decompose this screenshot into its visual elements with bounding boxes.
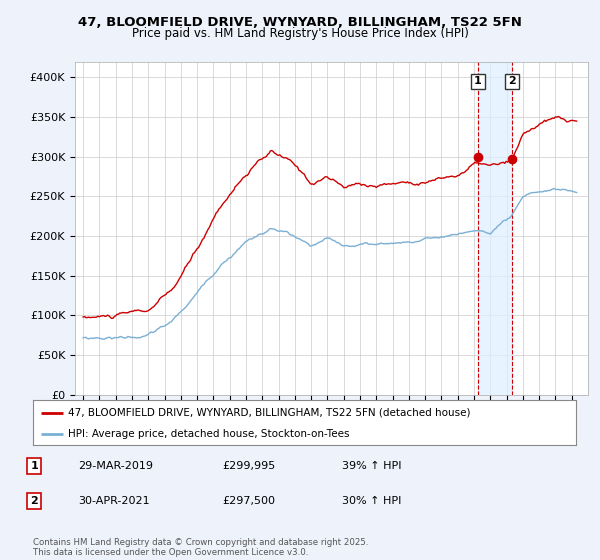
Text: 1: 1 xyxy=(474,76,482,86)
Text: £299,995: £299,995 xyxy=(222,461,275,471)
Text: 2: 2 xyxy=(508,76,516,86)
Text: Price paid vs. HM Land Registry's House Price Index (HPI): Price paid vs. HM Land Registry's House … xyxy=(131,27,469,40)
Text: 2: 2 xyxy=(31,496,38,506)
Bar xyxy=(478,62,512,395)
Text: 30% ↑ HPI: 30% ↑ HPI xyxy=(342,496,401,506)
Text: Contains HM Land Registry data © Crown copyright and database right 2025.
This d: Contains HM Land Registry data © Crown c… xyxy=(33,538,368,557)
Text: £297,500: £297,500 xyxy=(222,496,275,506)
Text: 39% ↑ HPI: 39% ↑ HPI xyxy=(342,461,401,471)
Text: 30-APR-2021: 30-APR-2021 xyxy=(78,496,149,506)
Text: 29-MAR-2019: 29-MAR-2019 xyxy=(78,461,153,471)
Text: HPI: Average price, detached house, Stockton-on-Tees: HPI: Average price, detached house, Stoc… xyxy=(68,429,350,439)
Text: 47, BLOOMFIELD DRIVE, WYNYARD, BILLINGHAM, TS22 5FN (detached house): 47, BLOOMFIELD DRIVE, WYNYARD, BILLINGHA… xyxy=(68,408,471,418)
Text: 1: 1 xyxy=(31,461,38,471)
Text: 47, BLOOMFIELD DRIVE, WYNYARD, BILLINGHAM, TS22 5FN: 47, BLOOMFIELD DRIVE, WYNYARD, BILLINGHA… xyxy=(78,16,522,29)
